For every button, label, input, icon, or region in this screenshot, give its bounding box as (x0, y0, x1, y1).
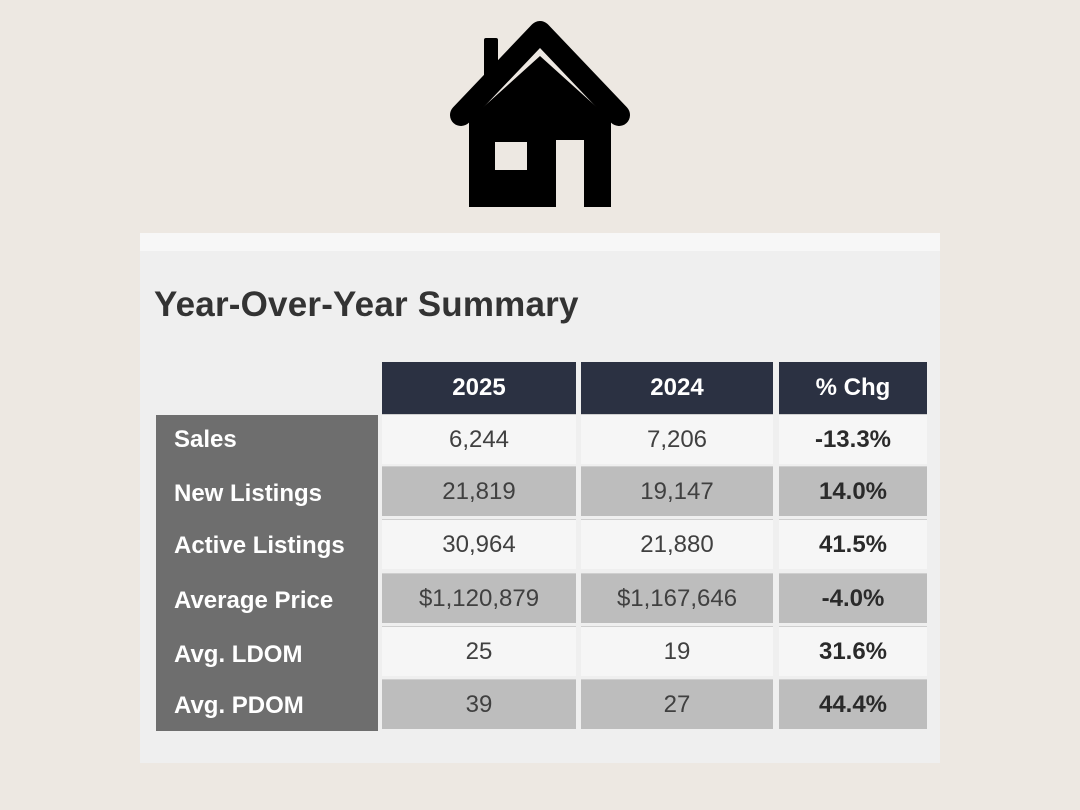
cell-new-listings-2025: 21,819 (382, 466, 576, 516)
column-header-pct-chg: % Chg (779, 362, 927, 414)
cell-new-listings-chg: 14.0% (779, 466, 927, 516)
cell-sales-2025: 6,244 (382, 414, 576, 464)
cell-avg-ldom-2024: 19 (581, 626, 773, 676)
cell-avg-ldom-chg: 31.6% (779, 626, 927, 676)
row-label-avg-ldom: Avg. LDOM (174, 641, 303, 668)
row-label-average-price: Average Price (174, 587, 334, 614)
row-label-avg-pdom: Avg. PDOM (174, 692, 304, 719)
cell-average-price-2025: $1,120,879 (382, 573, 576, 623)
row-label-column (156, 415, 378, 731)
summary-card: Year-Over-Year Summary 2025 2024 % Chg S… (140, 233, 940, 763)
column-header-2024: 2024 (581, 362, 773, 414)
card-top-strip (140, 233, 940, 251)
house-icon (450, 21, 630, 207)
cell-sales-2024: 7,206 (581, 414, 773, 464)
row-label-active-listings: Active Listings (174, 532, 345, 559)
cell-new-listings-2024: 19,147 (581, 466, 773, 516)
row-label-new-listings: New Listings (174, 480, 323, 507)
cell-avg-pdom-chg: 44.4% (779, 679, 927, 729)
cell-avg-pdom-2024: 27 (581, 679, 773, 729)
cell-active-listings-2025: 30,964 (382, 519, 576, 569)
cell-average-price-2024: $1,167,646 (581, 573, 773, 623)
column-header-2025: 2025 (382, 362, 576, 414)
cell-average-price-chg: -4.0% (779, 573, 927, 623)
cell-avg-ldom-2025: 25 (382, 626, 576, 676)
cell-active-listings-chg: 41.5% (779, 519, 927, 569)
table-title: Year-Over-Year Summary (154, 285, 579, 324)
cell-active-listings-2024: 21,880 (581, 519, 773, 569)
row-label-sales: Sales (174, 426, 237, 453)
cell-sales-chg: -13.3% (779, 414, 927, 464)
cell-avg-pdom-2025: 39 (382, 679, 576, 729)
